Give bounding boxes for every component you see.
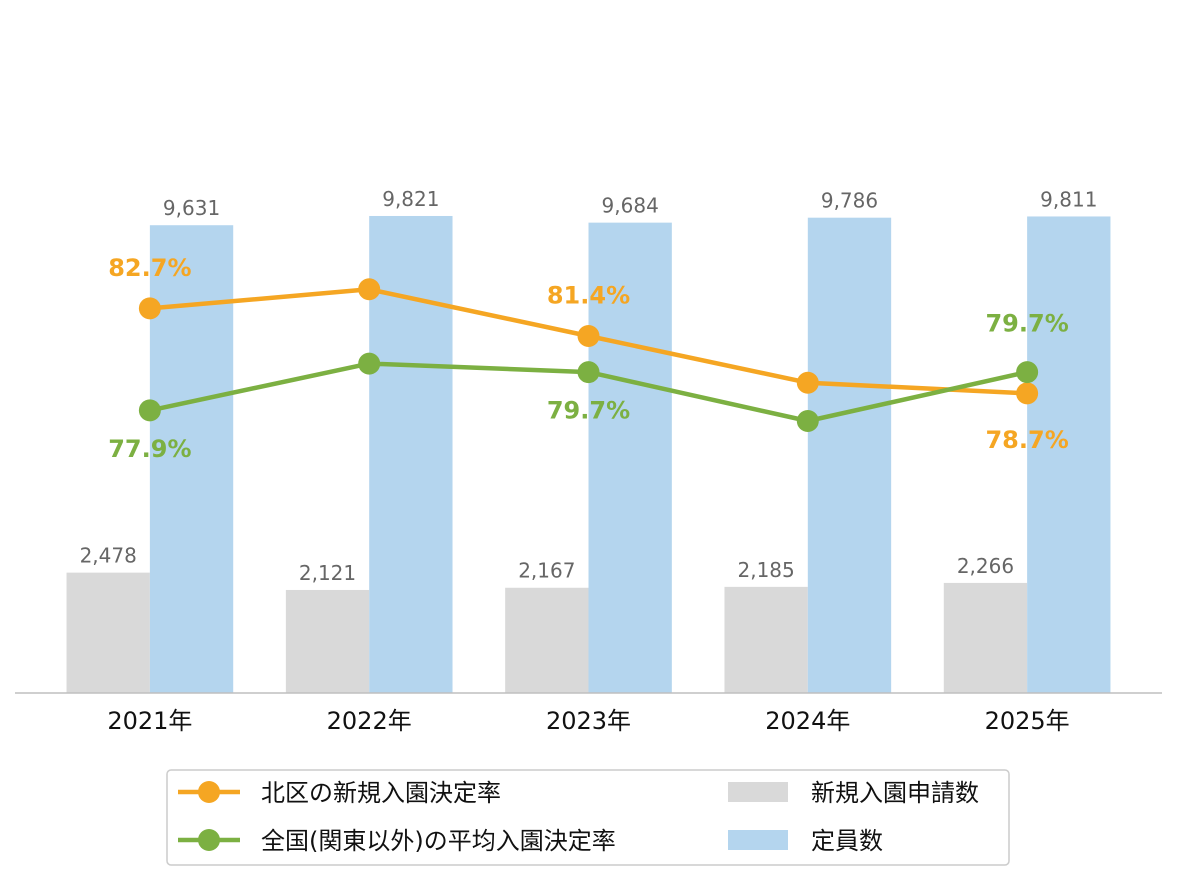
capacity-value-label: 9,684 [602,194,659,218]
kita-rate-rate-label: 82.7% [108,254,191,282]
applications-bar [285,589,370,693]
kita-rate-marker [138,297,161,320]
national-rate-marker [577,361,600,384]
applications-bar [505,587,589,693]
capacity-value-label: 9,786 [821,189,878,213]
x-axis-ticks: 2021年 2022年 2023年 2024年 2025年 [107,707,1069,735]
capacity-value-label: 9,631 [163,196,220,220]
applications-bar [724,586,808,693]
lines-layer [138,278,1039,432]
national-rate-marker [138,399,161,422]
applications-value-label: 2,185 [738,558,795,582]
legend-box [166,769,1010,866]
rate-value-labels: 82.7% 81.4% 78.7% 77.9% 79.7% 79.7% [108,254,1069,463]
national-rate-marker [1016,361,1039,384]
legend-label-kita-rate: 北区の新規入園決定率 [261,779,501,807]
x-tick-label: 2022年 [327,707,412,735]
legend-label-national-rate: 全国(関東以外)の平均入園決定率 [261,827,616,855]
legend-label-applications: 新規入園申請数 [811,779,979,807]
capacity-bar [1027,216,1111,694]
x-tick-label: 2024年 [765,707,850,735]
legend-marker-swatch-kita-rate [198,781,220,803]
national-rate-rate-label: 79.7% [547,397,630,425]
kita-rate-marker [358,278,381,301]
legend-label-capacity: 定員数 [811,827,883,855]
capacity-bar [807,217,892,693]
capacity-bar [588,222,672,694]
national-rate-marker [796,410,819,432]
kita-rate-marker [796,371,819,394]
x-tick-label: 2023年 [546,707,631,735]
kita-rate-rate-label: 78.7% [985,426,1068,454]
bar-value-labels: 2,478 2,121 2,167 2,185 2,266 9,631 9,821 9,684… [80,187,1098,585]
capacity-value-label: 9,821 [382,187,439,211]
applications-value-label: 2,478 [80,544,137,568]
x-tick-label: 2025年 [985,707,1070,735]
applications-value-label: 2,167 [518,559,575,583]
x-tick-label: 2021年 [107,707,192,735]
national-rate-rate-label: 77.9% [108,435,191,463]
kita-rate-marker [1016,382,1039,405]
kita-rate-marker [577,325,600,347]
kita-rate-rate-label: 81.4% [547,282,630,310]
applications-value-label: 2,266 [957,554,1014,578]
applications-bar [943,582,1028,693]
applications-value-label: 2,121 [299,561,356,585]
national-rate-rate-label: 79.7% [985,310,1068,338]
capacity-value-label: 9,811 [1040,187,1097,211]
bars-layer [66,215,1111,694]
legend-marker-swatch-national-rate [198,829,220,851]
national-rate-marker [358,352,381,375]
applications-bar [66,572,150,693]
capacity-bar [369,215,453,694]
legend-bar-swatch-applications [728,782,788,802]
legend-bar-swatch-capacity [728,830,788,850]
